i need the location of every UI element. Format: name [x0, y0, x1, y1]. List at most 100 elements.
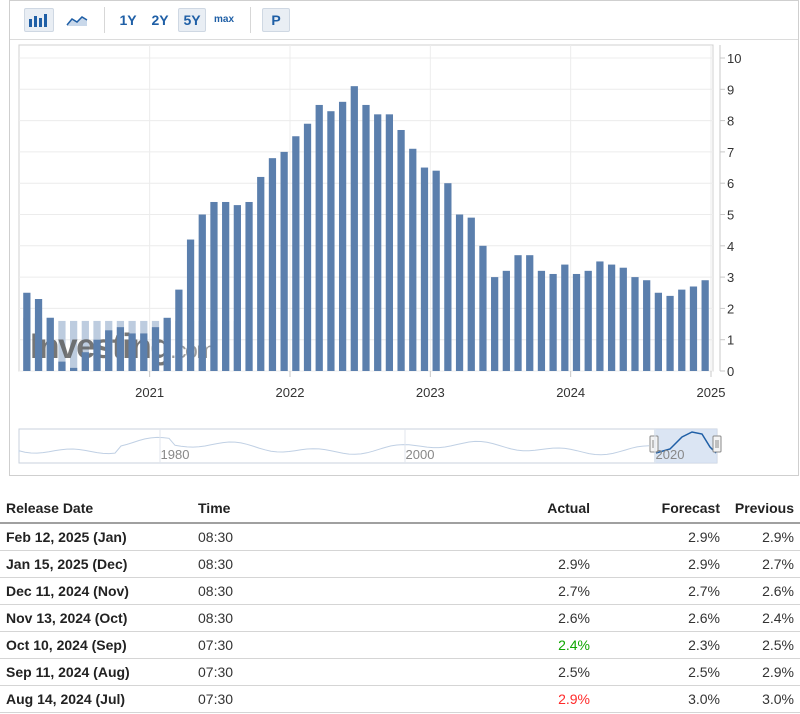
bar: [374, 114, 382, 371]
table-row: Aug 14, 2024 (Jul) 07:30 2.9% 3.0% 3.0%: [0, 685, 800, 713]
chart-panel: 1Y 2Y 5Y max P Investing.com 01234567891…: [9, 0, 799, 476]
forecast-cell: 3.0%: [596, 685, 726, 713]
bar: [81, 352, 89, 371]
x-tick-label: 2025: [697, 385, 726, 400]
bar: [526, 255, 534, 371]
bar: [198, 214, 206, 371]
time-cell: 07:30: [192, 685, 444, 713]
time-cell: 08:30: [192, 604, 444, 632]
bar: [303, 123, 312, 371]
economic-data-table: Release Date Time Actual Forecast Previo…: [0, 494, 800, 713]
previous-cell: 2.7%: [726, 550, 800, 578]
p-button[interactable]: P: [262, 8, 290, 32]
range-navigator[interactable]: 1980 2000 2020: [18, 428, 722, 464]
range-1y-button[interactable]: 1Y: [119, 12, 137, 28]
watermark-backdrop-bar: [58, 320, 66, 371]
y-axis: 0 1 2 3 4 5 6 7 8 9 10: [719, 45, 741, 379]
bar: [631, 277, 639, 371]
previous-cell: 2.4%: [726, 604, 800, 632]
range-5y-button[interactable]: 5Y: [178, 8, 206, 32]
bar: [689, 286, 698, 371]
actual-cell: 2.5%: [444, 658, 596, 686]
forecast-cell: 2.7%: [596, 577, 726, 605]
bar: [549, 273, 557, 371]
bar: [666, 295, 674, 371]
y-tick-label: 7: [727, 145, 734, 160]
release-date-cell: Dec 11, 2024 (Nov): [0, 577, 192, 605]
bar: [292, 136, 300, 371]
previous-cell: 3.0%: [726, 685, 800, 713]
release-date-cell: Sep 11, 2024 (Aug): [0, 658, 192, 686]
bar: [643, 280, 651, 371]
bar: [245, 201, 253, 371]
bar: [315, 104, 323, 371]
bar: [362, 104, 370, 371]
bar-series: [23, 86, 709, 372]
y-tick-label: 8: [727, 114, 734, 129]
table-row: Dec 11, 2024 (Nov) 08:30 2.7% 2.7% 2.6%: [0, 577, 800, 605]
navigator-series: [18, 436, 650, 456]
bar: [140, 333, 148, 371]
chart-toolbar: 1Y 2Y 5Y max P: [10, 1, 798, 40]
bar: [537, 270, 546, 371]
navigator-label: 2000: [406, 447, 435, 462]
previous-cell: 2.9%: [726, 658, 800, 686]
bar: [409, 148, 417, 371]
bar-chart-type-button[interactable]: [24, 8, 54, 32]
navigator-label: 2020: [656, 447, 685, 462]
y-tick-label: 3: [727, 270, 734, 285]
header-forecast: Forecast: [596, 494, 726, 524]
bar: [210, 201, 218, 371]
bar: [268, 158, 277, 371]
watermark-backdrop-bar: [70, 320, 78, 371]
bar: [596, 261, 604, 371]
bar: [607, 264, 616, 371]
bar: [350, 86, 358, 372]
bar: [116, 327, 125, 371]
y-tick-label: 2: [727, 301, 734, 316]
table-row: Oct 10, 2024 (Sep) 07:30 2.4% 2.3% 2.5%: [0, 631, 800, 659]
header-previous: Previous: [726, 494, 800, 524]
bar: [491, 277, 499, 371]
table-row: Jan 15, 2025 (Dec) 08:30 2.9% 2.9% 2.7%: [0, 550, 800, 578]
actual-cell: 2.7%: [444, 577, 596, 605]
x-tick-label: 2024: [556, 385, 585, 400]
release-date-cell: Oct 10, 2024 (Sep): [0, 631, 192, 659]
previous-cell: 2.6%: [726, 577, 800, 605]
bar: [455, 214, 464, 371]
bar: [70, 367, 78, 371]
bar: [338, 101, 347, 371]
bar: [678, 289, 686, 371]
table-row: Nov 13, 2024 (Oct) 08:30 2.6% 2.6% 2.4%: [0, 604, 800, 632]
y-tick-label: 4: [727, 239, 734, 254]
bar: [128, 333, 136, 371]
table-row: Feb 12, 2025 (Jan) 08:30 2.9% 2.9%: [0, 523, 800, 551]
time-cell: 08:30: [192, 577, 444, 605]
bar: [46, 317, 54, 371]
toolbar-separator: [104, 7, 105, 33]
bar: [561, 264, 569, 371]
time-cell: 07:30: [192, 631, 444, 659]
y-tick-label: 1: [727, 333, 734, 348]
area-chart-type-button[interactable]: [62, 8, 92, 32]
forecast-cell: 2.5%: [596, 658, 726, 686]
navigator-handle[interactable]: [712, 435, 722, 453]
forecast-cell: 2.9%: [596, 523, 726, 551]
actual-cell: [444, 523, 596, 551]
forecast-cell: 2.6%: [596, 604, 726, 632]
navigator-handle[interactable]: [649, 435, 659, 453]
watermark-backdrop-bar: [81, 320, 89, 371]
bar: [163, 317, 171, 371]
bar: [222, 201, 230, 371]
range-2y-button[interactable]: 2Y: [151, 12, 169, 28]
bar: [432, 170, 440, 371]
bar: [175, 289, 183, 371]
forecast-cell: 2.3%: [596, 631, 726, 659]
bar: [280, 151, 288, 371]
bar: [444, 183, 452, 371]
bar: [34, 299, 43, 371]
release-date-cell: Jan 15, 2025 (Dec): [0, 550, 192, 578]
range-max-button[interactable]: max: [213, 14, 234, 25]
bar: [514, 255, 522, 371]
